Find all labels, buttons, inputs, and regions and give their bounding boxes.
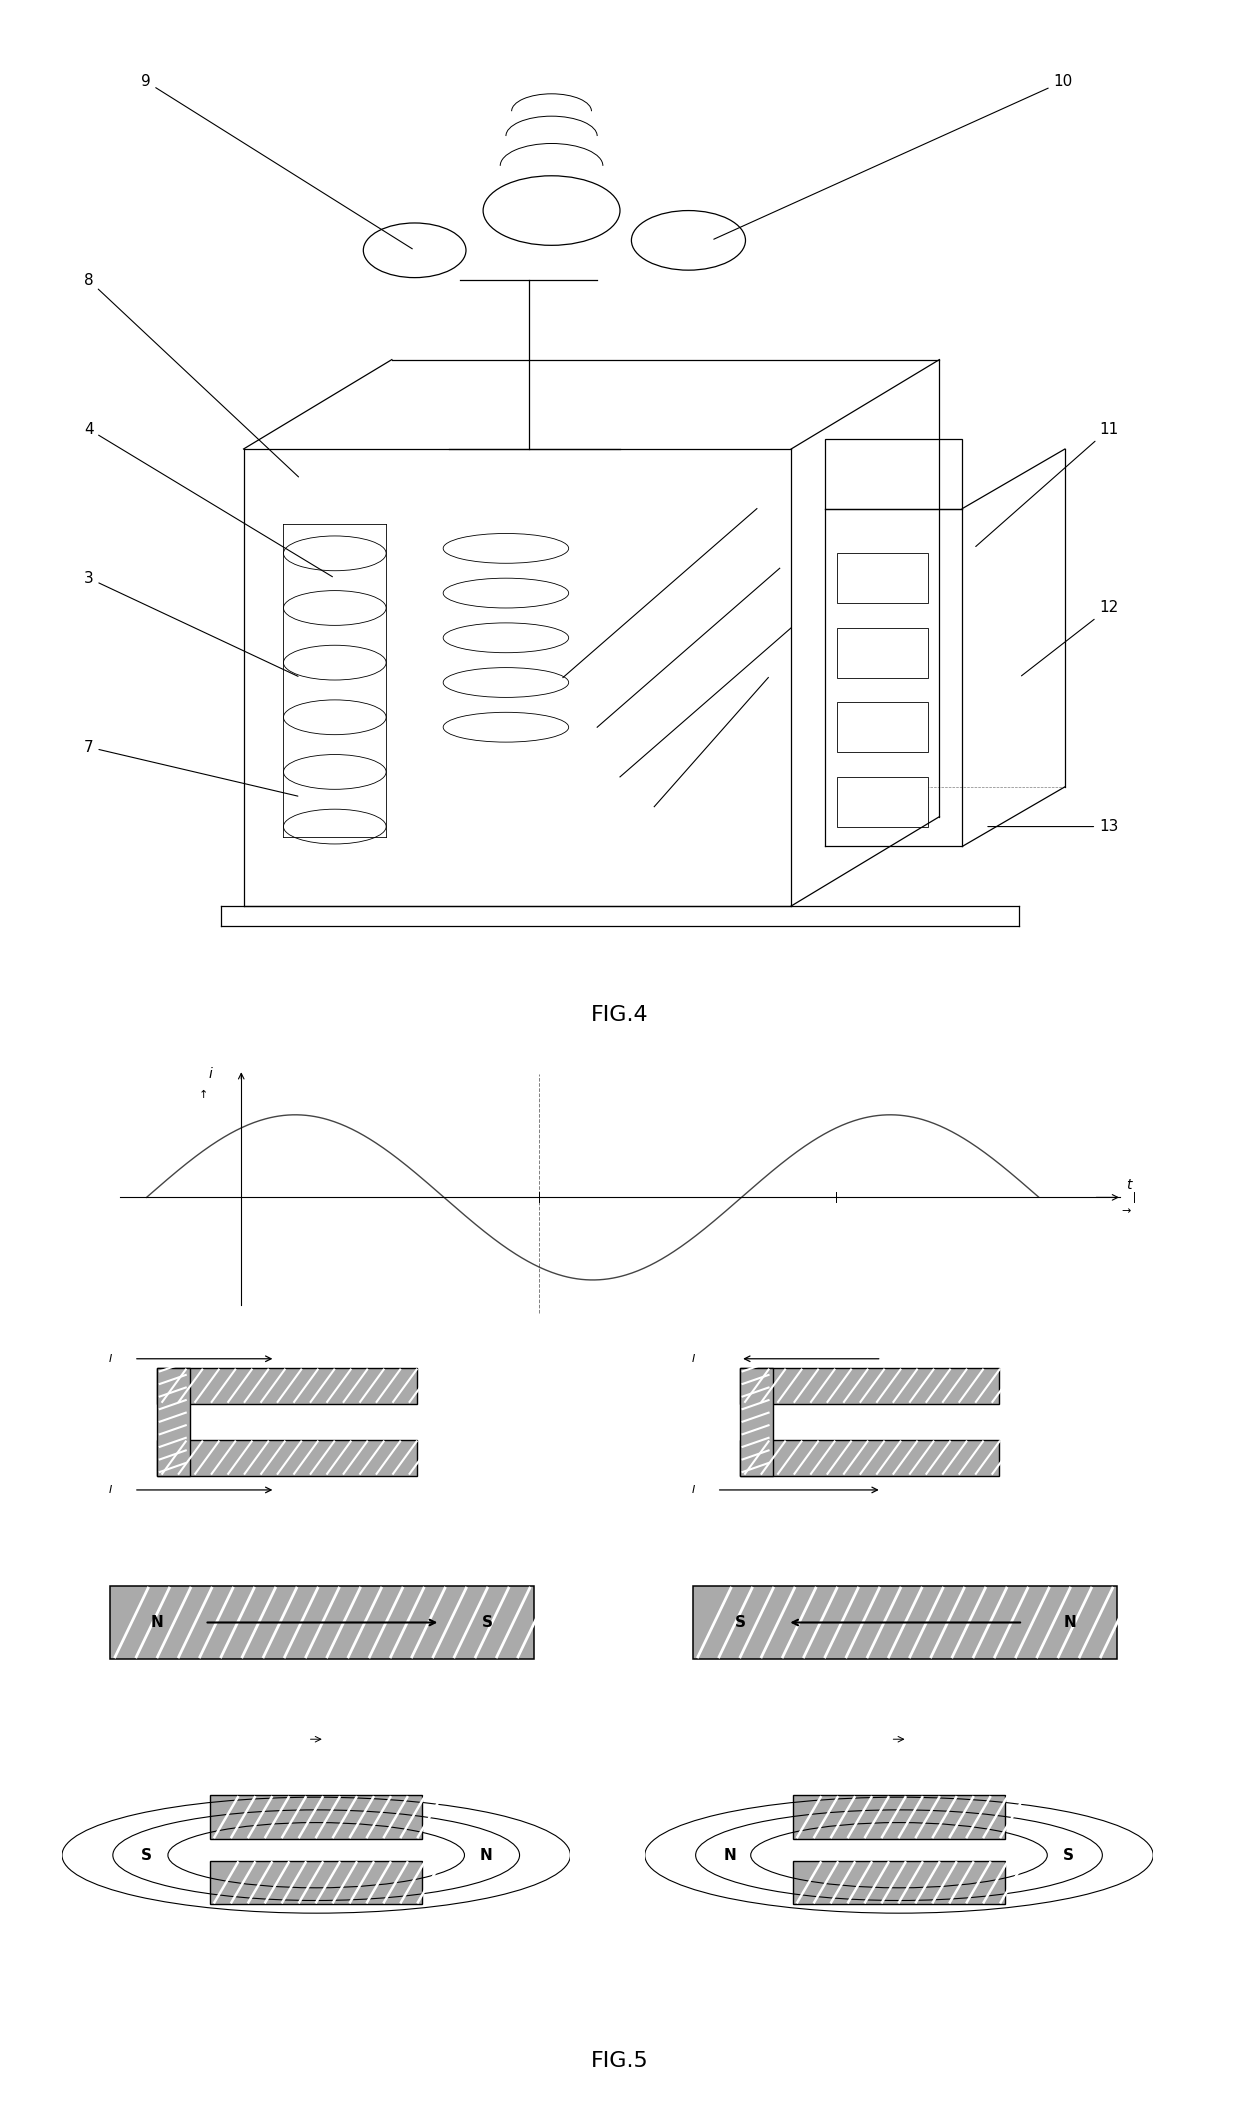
Text: i: i [210,1068,213,1080]
Text: I: I [692,1353,694,1364]
Text: 9: 9 [141,74,413,249]
Bar [740,1368,999,1404]
Bar [837,702,928,753]
Text: 10: 10 [714,74,1073,239]
Text: 4: 4 [84,421,332,577]
Text: 8: 8 [84,273,299,478]
Text: 3: 3 [84,571,298,676]
Text: FIG.5: FIG.5 [591,2051,649,2072]
Bar [693,1586,1117,1659]
Text: S: S [1063,1848,1074,1862]
Text: 11: 11 [976,421,1118,548]
Text: S: S [141,1848,153,1862]
Bar [837,628,928,676]
Bar [211,1795,422,1839]
Text: I: I [109,1353,112,1364]
Bar [826,440,962,509]
Text: 13: 13 [988,818,1118,835]
Text: I: I [109,1484,112,1495]
Bar [837,554,928,602]
Text: 7: 7 [84,740,298,797]
Text: N: N [480,1848,492,1862]
Bar [794,1795,1004,1839]
Bar [157,1368,191,1476]
Bar [740,1368,774,1476]
Text: S: S [735,1615,745,1630]
Bar [794,1860,1004,1905]
Bar [110,1586,534,1659]
Text: N: N [151,1615,164,1630]
Bar [157,1440,417,1476]
Bar [740,1440,999,1476]
Text: t: t [1127,1177,1132,1192]
Text: S: S [482,1615,492,1630]
Text: ↑: ↑ [198,1091,208,1099]
Text: →: → [1122,1205,1131,1216]
Bar [211,1860,422,1905]
Text: N: N [1064,1615,1076,1630]
Text: FIG.4: FIG.4 [591,1006,649,1025]
Text: N: N [723,1848,735,1862]
Bar [837,776,928,827]
Bar [157,1368,417,1404]
Text: 12: 12 [1022,600,1118,676]
Text: I: I [692,1484,694,1495]
